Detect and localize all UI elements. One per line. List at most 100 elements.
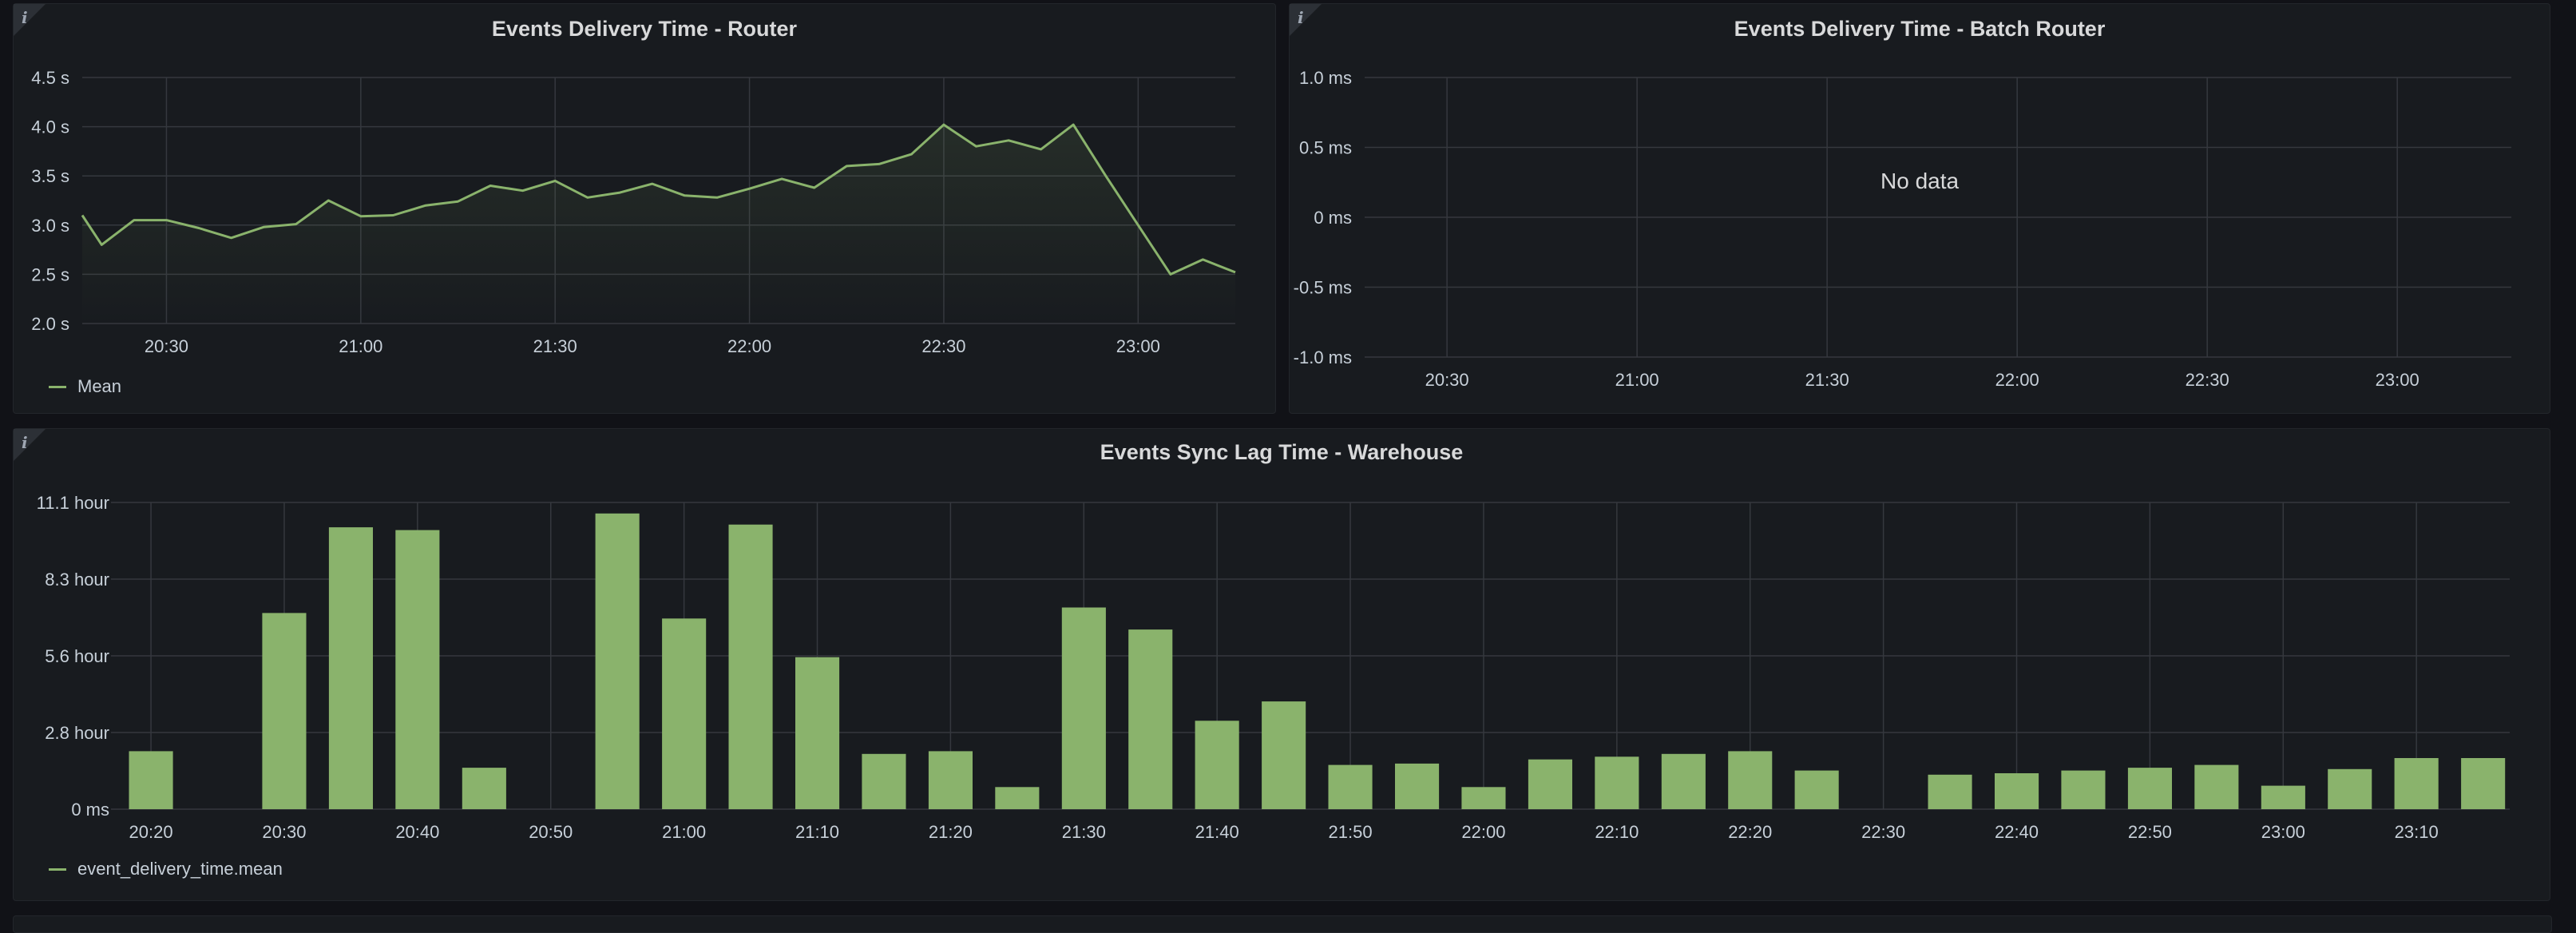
y-tick-label: 2.5 s [31,264,69,284]
legend-swatch [49,385,66,388]
bar [395,530,440,809]
x-tick-label: 20:30 [262,822,306,842]
x-tick-label: 21:20 [929,822,973,842]
x-tick-label: 22:30 [921,336,965,356]
info-icon[interactable]: i [22,8,28,27]
legend-label: Mean [77,376,122,396]
x-tick-label: 20:30 [1425,370,1469,390]
bar [2061,770,2106,809]
bar [2461,758,2506,809]
bar [1128,629,1173,809]
x-tick-label: 23:10 [2395,822,2439,842]
warehouse-chart: 0 ms 2.8 hour 5.6 hour 8.3 hour 11.1 hour 20:… [37,493,2510,842]
x-tick-label: 21:30 [533,336,577,356]
legend[interactable]: Mean [49,376,121,397]
bar [1461,787,1506,809]
y-tick-label: 8.3 hour [45,570,109,590]
y-tick-label: 0.5 ms [1299,138,1352,158]
x-tick-label: 21:40 [1195,822,1239,842]
legend-swatch [49,867,66,871]
router-chart: 2.0 s 2.5 s 3.0 s 3.5 s 4.0 s 4.5 s 20:30 21:00… [31,68,1236,356]
x-tick-label: 23:00 [1116,336,1160,356]
x-tick-label: 21:00 [339,336,382,356]
y-tick-label: 2.0 s [31,314,69,334]
y-tick-label: 3.5 s [31,166,69,186]
x-tick-label: 22:10 [1595,822,1639,842]
x-tick-label: 23:00 [2261,822,2305,842]
bar [1728,751,1773,809]
bar [1328,764,1373,809]
bar [995,787,1040,809]
x-tick-label: 20:30 [145,336,188,356]
bar [328,527,373,809]
x-tick-label: 21:10 [795,822,839,842]
batch-router-chart: -1.0 ms -0.5 ms 0 ms 0.5 ms 1.0 ms 20:30 21:00… [1294,68,2511,390]
x-tick-label: 22:00 [1461,822,1505,842]
y-tick-label: 3.0 s [31,216,69,236]
info-icon[interactable]: i [22,433,28,452]
y-tick-label: 1.0 ms [1299,68,1352,88]
panel-info-corner[interactable] [14,4,46,36]
x-tick-label: 20:50 [529,822,573,842]
bar [2127,768,2172,809]
x-tick-label: 22:00 [727,336,771,356]
bar [662,618,707,809]
bar [2328,768,2372,809]
x-tick-label: 22:40 [1995,822,2039,842]
info-icon[interactable]: i [1298,8,1304,27]
bar [2394,758,2439,809]
panel-router: i Events Delivery Time - Router 2.0 s 2.5… [13,3,1276,414]
x-tick-label: 23:00 [2376,370,2419,390]
bar [462,768,506,809]
bar [1061,607,1106,809]
legend-label: event_delivery_time.mean [77,859,283,879]
x-tick-label: 21:50 [1329,822,1373,842]
bar [928,751,973,809]
next-panel-edge [13,915,2552,933]
x-tick-label: 22:00 [1995,370,2039,390]
x-tick-label: 21:00 [662,822,706,842]
x-tick-label: 22:30 [2186,370,2229,390]
series-line-mean [81,123,1236,276]
bar [1661,753,1706,809]
bar [1262,701,1306,809]
panel-warehouse: i Events Sync Lag Time - Warehouse 0 ms 2… [13,428,2550,901]
y-tick-label: 2.8 hour [45,723,109,743]
bar [2194,764,2239,809]
no-data-message: No data [1880,169,1960,193]
x-tick-label: 22:20 [1728,822,1772,842]
bar [1794,770,1839,809]
bar [795,657,840,809]
y-tick-label: -1.0 ms [1294,347,1352,367]
panel-info-corner[interactable] [1290,4,1322,36]
panel-title[interactable]: Events Delivery Time - Batch Router [1734,17,2106,41]
legend[interactable]: event_delivery_time.mean [49,859,283,879]
bar [1595,756,1639,809]
bar [2261,785,2305,809]
y-tick-label: 4.0 s [31,117,69,137]
panel-title[interactable]: Events Sync Lag Time - Warehouse [1100,440,1464,464]
y-tick-label: 11.1 hour [37,493,109,513]
panel-batch-router: i Events Delivery Time - Batch Router -1… [1289,3,2550,414]
bar [1528,759,1572,809]
x-tick-label: 22:50 [2128,822,2172,842]
bar [728,524,773,809]
bar [1195,721,1239,809]
x-tick-label: 22:30 [1861,822,1905,842]
y-tick-label: 5.6 hour [45,646,109,666]
y-tick-label: 0 ms [1314,208,1352,228]
x-tick-label: 21:00 [1615,370,1659,390]
panel-title[interactable]: Events Delivery Time - Router [491,17,798,41]
bar [1395,763,1440,809]
x-tick-label: 21:30 [1805,370,1849,390]
panel-info-corner[interactable] [14,429,46,461]
x-tick-label: 20:40 [395,822,439,842]
x-tick-label: 21:30 [1062,822,1106,842]
series-area-mean [82,125,1235,324]
y-tick-label: -0.5 ms [1294,278,1352,298]
bar [595,513,640,809]
x-tick-label: 20:20 [129,822,173,842]
bar [1995,773,2039,809]
y-tick-label: 4.5 s [31,68,69,88]
bar [129,751,173,809]
